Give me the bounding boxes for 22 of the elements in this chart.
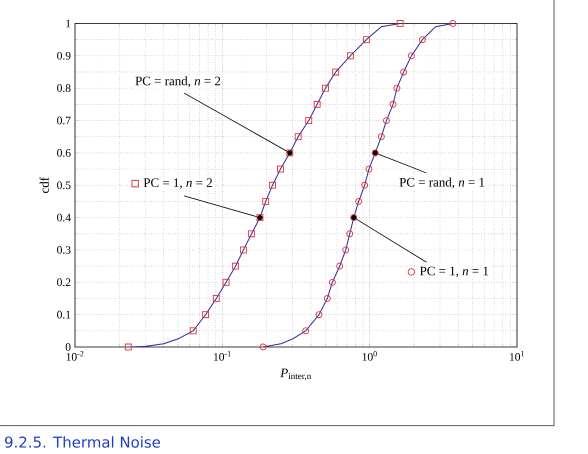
y-tick-label: 0.9 [57,52,71,60]
legend-label: PC = 1, n = 2 [144,178,212,189]
y-tick-label: 0.1 [57,310,70,319]
y-tick-label: 0.6 [57,149,71,157]
x-tick-label: 10$^{0}$ [362,351,377,361]
legend-label: PC = 1, n = 1 [420,266,488,278]
x-tick-label: 10$^{-2}$ [66,351,84,361]
y-tick-label: 0.7 [57,116,71,124]
y-tick-label: 0.3 [57,246,71,254]
y-tick-label: 0.4 [57,214,71,222]
text: 9.2.5. Thermal Noise [4,436,160,448]
x-axis-title: P$_{inter,n}$ [280,368,312,380]
y-tick-label: 0.8 [57,84,71,92]
x-tick-label: 10$^{-1}$ [214,351,231,361]
y-tick-label: 0.2 [57,278,70,286]
text: PC = rand, n = 2 [135,76,220,88]
text: PC = rand, n = 1 [400,177,484,188]
y-axis-title: cdf [40,176,49,194]
y-tick-label: 0 [66,343,71,351]
y-tick-label: 0.5 [57,181,71,190]
y-tick-label: 1 [66,20,70,28]
x-tick-label: 10$^{1}$ [510,351,524,361]
